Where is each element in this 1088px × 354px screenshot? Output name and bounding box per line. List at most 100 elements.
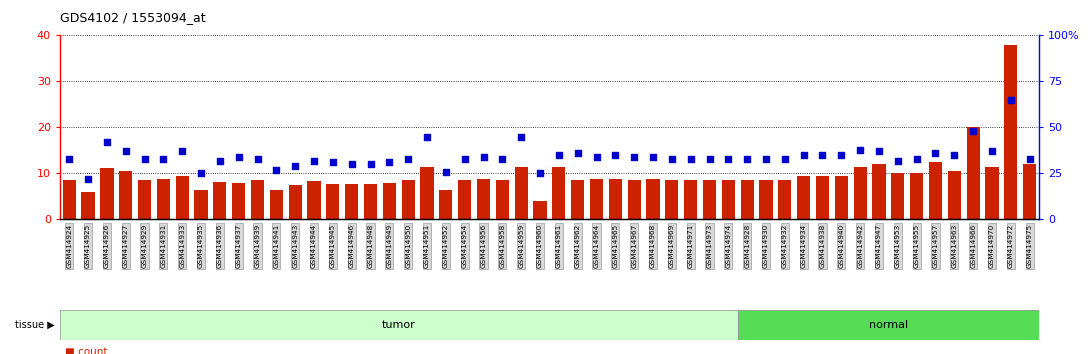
Text: normal: normal — [869, 320, 908, 330]
Bar — [703, 181, 716, 219]
Bar — [891, 173, 904, 219]
Text: tissue ▶: tissue ▶ — [14, 320, 54, 330]
Point — [154, 156, 172, 161]
Point — [701, 156, 718, 161]
Text: GSM414960: GSM414960 — [537, 224, 543, 268]
Text: GSM414929: GSM414929 — [141, 224, 148, 268]
Bar — [590, 179, 603, 219]
Text: GSM414953: GSM414953 — [894, 224, 901, 268]
Text: GSM414975: GSM414975 — [1027, 224, 1033, 268]
Bar — [308, 181, 321, 219]
Text: GSM414937: GSM414937 — [236, 224, 242, 268]
Point — [456, 156, 473, 161]
Bar — [929, 162, 942, 219]
Text: GSM414949: GSM414949 — [386, 224, 393, 268]
Point — [1002, 97, 1019, 103]
Text: GSM414959: GSM414959 — [518, 224, 524, 268]
Bar — [440, 189, 453, 219]
Text: GSM414967: GSM414967 — [631, 224, 638, 268]
Text: GSM414968: GSM414968 — [650, 224, 656, 268]
Text: GSM414958: GSM414958 — [499, 224, 505, 268]
Text: ■ count: ■ count — [65, 347, 108, 354]
Point — [757, 156, 775, 161]
Bar — [345, 184, 358, 219]
Bar — [157, 179, 170, 219]
Text: GSM414941: GSM414941 — [273, 224, 280, 268]
Text: GSM414954: GSM414954 — [461, 224, 468, 268]
Bar — [738, 310, 1049, 340]
Text: GSM414955: GSM414955 — [914, 224, 919, 268]
Point — [588, 154, 605, 160]
Point — [964, 128, 981, 134]
Point — [907, 156, 925, 161]
Bar — [232, 183, 245, 219]
Bar — [741, 181, 754, 219]
Point — [607, 152, 625, 158]
Text: GSM414928: GSM414928 — [744, 224, 750, 268]
Bar — [138, 181, 151, 219]
Text: GSM414945: GSM414945 — [330, 224, 336, 268]
Bar — [270, 189, 283, 219]
Bar — [553, 166, 566, 219]
Bar — [364, 184, 378, 219]
Point — [795, 152, 813, 158]
Point — [230, 154, 247, 160]
Text: GSM414970: GSM414970 — [989, 224, 994, 268]
Text: GSM414925: GSM414925 — [85, 224, 91, 268]
Point — [551, 152, 568, 158]
Text: GSM414951: GSM414951 — [424, 224, 430, 268]
Point — [664, 156, 681, 161]
Bar — [721, 181, 734, 219]
Point — [494, 156, 511, 161]
Point — [644, 154, 662, 160]
Point — [399, 156, 417, 161]
Text: GSM414940: GSM414940 — [839, 224, 844, 268]
Bar — [496, 181, 509, 219]
Point — [418, 134, 435, 139]
Bar — [948, 171, 961, 219]
Text: GSM414974: GSM414974 — [726, 224, 731, 268]
Text: GSM414957: GSM414957 — [932, 224, 939, 268]
Bar — [816, 176, 829, 219]
Bar — [288, 185, 301, 219]
Text: GSM414961: GSM414961 — [556, 224, 561, 268]
Text: GSM414963: GSM414963 — [951, 224, 957, 268]
Text: GSM414965: GSM414965 — [613, 224, 618, 268]
Bar — [175, 176, 189, 219]
Text: GSM414932: GSM414932 — [782, 224, 788, 268]
Text: GSM414952: GSM414952 — [443, 224, 449, 268]
Bar — [458, 181, 471, 219]
Bar — [82, 192, 95, 219]
Text: GSM414972: GSM414972 — [1007, 224, 1014, 268]
Point — [832, 152, 850, 158]
Bar — [383, 183, 396, 219]
Point — [211, 158, 228, 164]
Text: GSM414947: GSM414947 — [876, 224, 882, 268]
Point — [889, 158, 906, 164]
Bar — [966, 127, 979, 219]
Point — [174, 149, 191, 154]
Text: GSM414946: GSM414946 — [349, 224, 355, 268]
Point — [852, 147, 869, 152]
Point — [306, 158, 323, 164]
Bar — [646, 179, 659, 219]
Bar — [910, 173, 924, 219]
Point — [474, 154, 492, 160]
Point — [626, 154, 643, 160]
Point — [927, 150, 944, 156]
Text: GSM414931: GSM414931 — [160, 224, 166, 268]
Point — [531, 171, 548, 176]
Point — [118, 149, 135, 154]
Bar — [854, 166, 867, 219]
Text: GSM414926: GSM414926 — [104, 224, 110, 268]
Bar — [986, 166, 999, 219]
Bar — [609, 179, 622, 219]
Text: GSM414939: GSM414939 — [255, 224, 260, 268]
Point — [814, 152, 831, 158]
Text: GSM414935: GSM414935 — [198, 224, 205, 268]
Bar — [251, 181, 264, 219]
Text: GSM414943: GSM414943 — [293, 224, 298, 268]
Text: GSM414950: GSM414950 — [405, 224, 411, 268]
Bar — [515, 166, 528, 219]
Bar — [798, 176, 811, 219]
